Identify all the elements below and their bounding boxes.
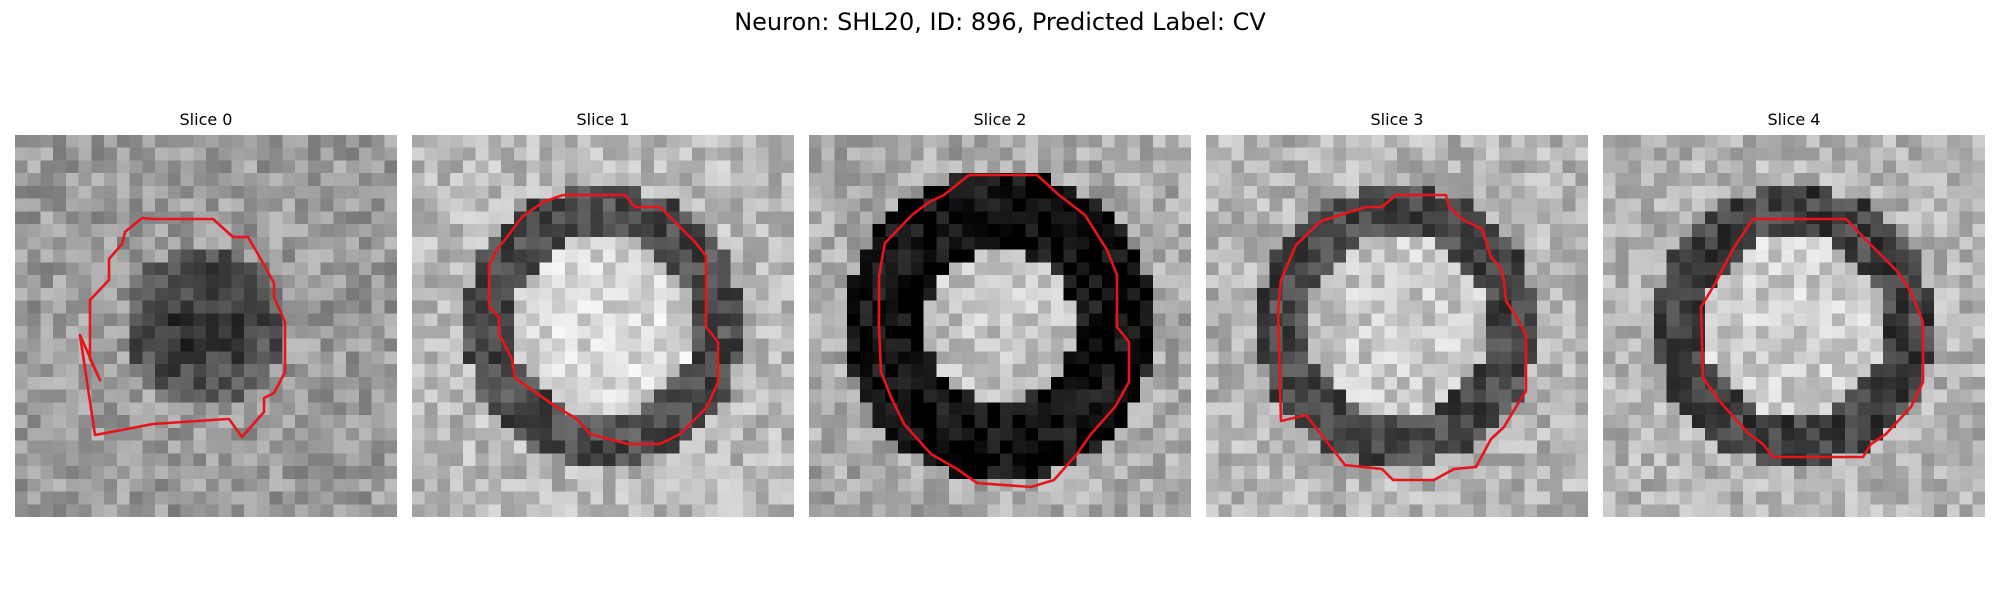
roi-contour bbox=[1699, 217, 1925, 459]
grayscale-slice bbox=[1206, 135, 1588, 517]
slice-panel-0: Slice 0 bbox=[15, 110, 397, 517]
slice-title: Slice 1 bbox=[576, 110, 630, 129]
slice-panel-2: Slice 2 bbox=[809, 110, 1191, 517]
contour-line bbox=[1276, 193, 1528, 482]
roi-contour bbox=[1276, 193, 1528, 482]
contour-line bbox=[877, 173, 1131, 489]
slice-title: Slice 0 bbox=[179, 110, 233, 129]
grayscale-slice bbox=[412, 135, 794, 517]
contour-line bbox=[1699, 217, 1925, 459]
grayscale-slice bbox=[1603, 135, 1985, 517]
slice-title: Slice 2 bbox=[973, 110, 1027, 129]
contour-line bbox=[487, 193, 720, 446]
slice-image-1 bbox=[412, 135, 794, 517]
slice-image-3 bbox=[1206, 135, 1588, 517]
figure-title: Neuron: SHL20, ID: 896, Predicted Label:… bbox=[734, 8, 1266, 36]
roi-contour bbox=[877, 173, 1131, 489]
slice-image-4 bbox=[1603, 135, 1985, 517]
roi-contour bbox=[78, 216, 287, 439]
slice-panel-1: Slice 1 bbox=[412, 110, 794, 517]
grayscale-slice bbox=[809, 135, 1191, 517]
roi-contour bbox=[487, 193, 720, 446]
slice-image-0 bbox=[15, 135, 397, 517]
slice-title: Slice 3 bbox=[1370, 110, 1424, 129]
grayscale-slice bbox=[15, 135, 397, 517]
slice-panel-3: Slice 3 bbox=[1206, 110, 1588, 517]
contour-line bbox=[78, 216, 287, 439]
slice-title: Slice 4 bbox=[1767, 110, 1821, 129]
slice-panel-4: Slice 4 bbox=[1603, 110, 1985, 517]
slice-image-2 bbox=[809, 135, 1191, 517]
